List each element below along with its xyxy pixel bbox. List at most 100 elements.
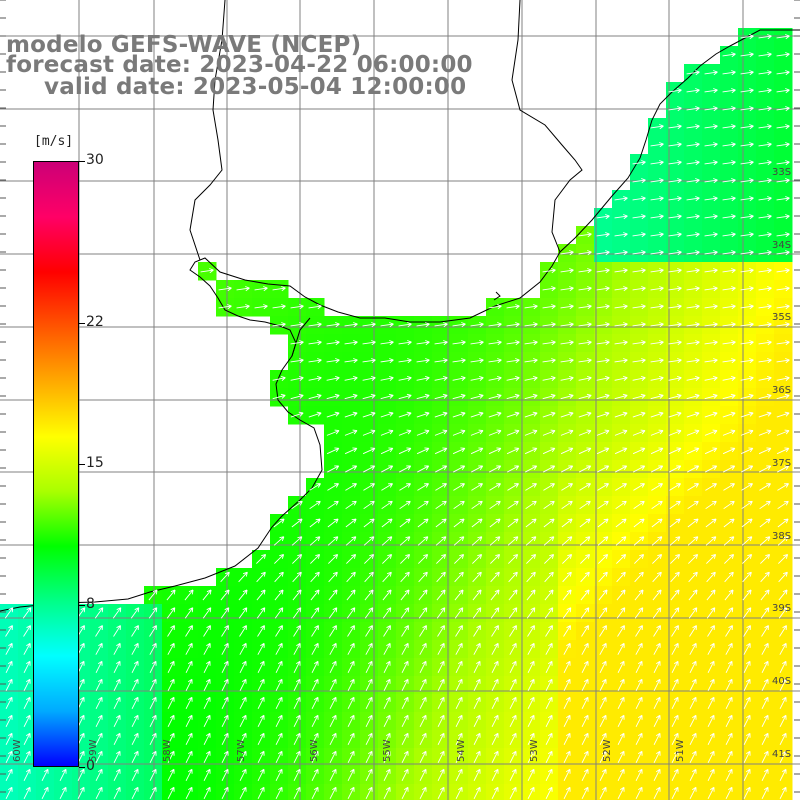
wind-arrow <box>383 768 391 781</box>
wind-arrow <box>704 88 718 94</box>
wind-arrow <box>383 660 391 673</box>
wind-arrow <box>311 786 319 799</box>
wind-arrow <box>707 625 715 637</box>
wind-arrow <box>418 589 428 601</box>
wind-arrow <box>239 786 247 799</box>
wind-arrow <box>617 642 625 655</box>
wind-arrow <box>239 696 247 709</box>
wind-arrow <box>380 358 394 364</box>
wind-arrow <box>578 393 592 400</box>
wind-arrow <box>470 322 484 328</box>
wind-arrow <box>777 483 789 491</box>
wind-arrow <box>473 768 481 781</box>
wind-arrow <box>688 589 698 601</box>
wind-arrow <box>453 536 465 546</box>
wind-arrow <box>149 750 157 763</box>
wind-arrow <box>614 304 628 310</box>
wind-arrow <box>5 768 13 781</box>
wind-arrow <box>740 196 754 202</box>
wind-arrow <box>543 483 555 491</box>
wind-arrow <box>740 322 754 328</box>
wind-arrow <box>471 465 484 473</box>
wind-arrow <box>470 447 484 455</box>
wind-arrow <box>345 536 357 546</box>
wind-arrow <box>382 571 392 583</box>
wind-arrow <box>743 642 751 655</box>
wind-arrow <box>542 286 556 292</box>
wind-arrow <box>203 732 211 745</box>
wind-arrow <box>488 393 502 400</box>
wind-arrow <box>578 304 592 310</box>
wind-arrow <box>417 518 429 528</box>
wind-arrow <box>542 268 556 274</box>
longitude-label: 53W <box>529 739 540 762</box>
wind-arrow <box>525 518 537 528</box>
colorbar-units: [m/s] <box>34 134 74 149</box>
wind-arrow <box>668 411 682 418</box>
wind-arrow <box>524 304 538 310</box>
wind-arrow <box>239 714 247 727</box>
wind-arrow <box>650 304 664 310</box>
wind-arrow <box>653 786 661 799</box>
wind-arrow <box>275 714 283 727</box>
wind-arrow <box>290 411 304 418</box>
wind-arrow <box>758 304 772 310</box>
wind-arrow <box>758 196 772 202</box>
wind-arrow <box>275 642 283 655</box>
wind-arrow <box>686 304 700 310</box>
wind-arrow <box>5 678 13 691</box>
wind-arrow <box>275 768 283 781</box>
wind-arrow <box>653 625 661 637</box>
wind-arrow <box>77 750 85 763</box>
wind-arrow <box>542 447 556 455</box>
wind-arrow <box>650 250 664 256</box>
wind-arrow <box>779 786 787 799</box>
wind-arrow <box>741 518 753 528</box>
colorbar-tick-mark <box>79 322 85 324</box>
wind-arrow <box>203 625 211 637</box>
wind-arrow <box>705 483 717 491</box>
wind-arrow <box>758 358 772 364</box>
wind-arrow <box>524 358 538 364</box>
wind-arrow <box>560 322 574 328</box>
wind-arrow <box>434 393 448 400</box>
wind-arrow <box>23 768 31 781</box>
wind-arrow <box>398 375 412 381</box>
wind-arrow <box>272 304 286 310</box>
wind-arrow <box>632 178 646 184</box>
wind-arrow <box>725 660 733 673</box>
wind-arrow <box>671 714 679 727</box>
wind-arrow <box>113 678 121 691</box>
wind-arrow <box>689 732 697 745</box>
wind-arrow <box>95 786 103 799</box>
wind-arrow <box>524 340 538 346</box>
wind-arrow <box>418 571 428 583</box>
wind-arrow <box>471 536 483 546</box>
wind-arrow <box>77 732 85 745</box>
wind-arrow <box>741 536 753 546</box>
colorbar-tick-label: 0 <box>86 758 95 774</box>
wind-arrow <box>310 589 320 601</box>
wind-arrow <box>561 536 573 546</box>
wind-arrow <box>326 393 340 400</box>
wind-arrow <box>41 786 49 799</box>
wind-arrow <box>365 660 373 673</box>
wind-arrow <box>758 214 772 220</box>
wind-arrow <box>509 714 517 727</box>
wind-arrow <box>563 678 571 691</box>
wind-arrow <box>562 607 572 619</box>
wind-arrow <box>489 483 501 491</box>
wind-arrow <box>5 714 13 727</box>
wind-arrow <box>507 500 519 510</box>
wind-arrow <box>524 447 538 455</box>
wind-arrow <box>417 465 430 473</box>
wind-arrow <box>776 124 790 130</box>
wind-arrow <box>668 358 682 364</box>
wind-arrow <box>419 625 427 637</box>
wind-arrow <box>743 678 751 691</box>
wind-arrow <box>4 607 14 619</box>
wind-arrow <box>506 447 520 455</box>
wind-arrow <box>686 286 700 292</box>
wind-arrow <box>740 232 754 238</box>
wind-arrow <box>524 393 538 400</box>
